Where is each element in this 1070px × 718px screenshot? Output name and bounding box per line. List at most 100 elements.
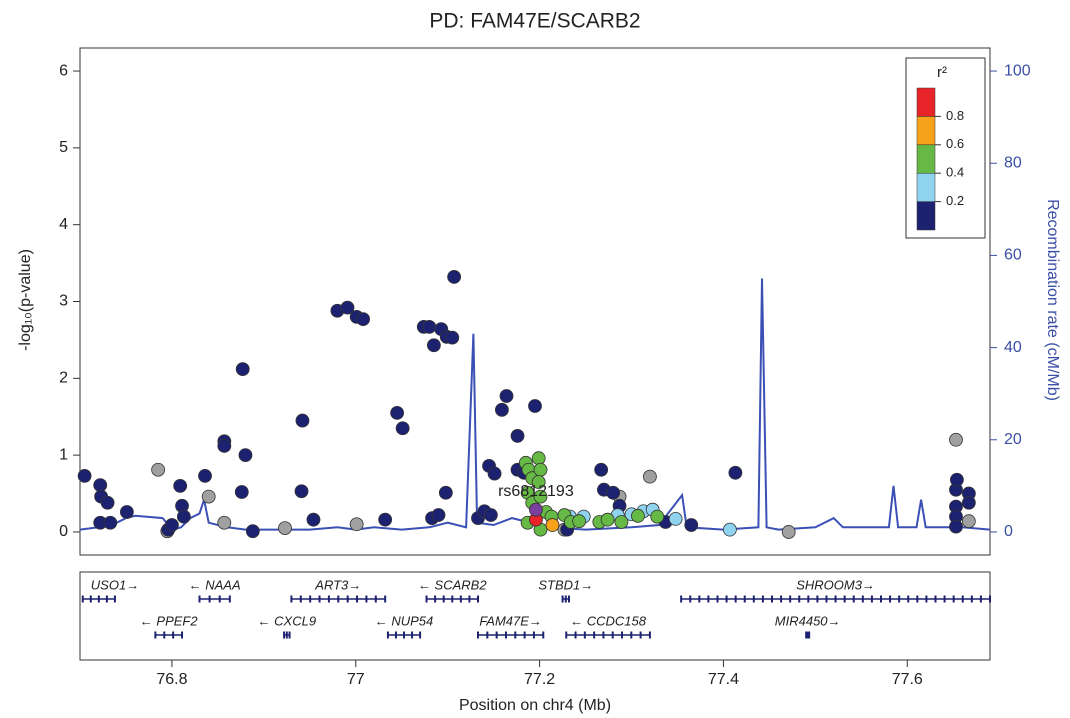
snp-point [349, 517, 364, 532]
snp-point [93, 478, 108, 492]
snp-point [533, 462, 548, 477]
snp-point [103, 515, 118, 530]
gene-label: ← PPEF2 [140, 613, 199, 628]
snp-point [77, 468, 92, 483]
recombination-line [79, 278, 991, 531]
gene-label: ← SCARB2 [418, 577, 487, 592]
gene-label: USO1→ [91, 577, 139, 592]
index-snp-label: rs6812193 [498, 483, 574, 500]
snp-point [278, 521, 292, 536]
legend-swatch [916, 116, 936, 146]
y-tick-label: 1 [59, 446, 68, 463]
y2-tick-label: 80 [1004, 154, 1022, 171]
snp-point [961, 495, 976, 510]
snp-point [201, 489, 216, 504]
snp-point [151, 462, 166, 477]
snp-point [961, 514, 976, 529]
gene-label: ← NUP54 [375, 613, 434, 628]
snp-point [631, 508, 645, 523]
snp-point [390, 405, 405, 420]
snp-point [173, 478, 188, 493]
snp-point [422, 319, 437, 334]
y-tick-label: 0 [59, 523, 68, 540]
snp-point [668, 511, 683, 526]
gene-label: SHROOM3→ [796, 577, 875, 592]
snp-point [294, 484, 309, 499]
legend-tick-label: 0.8 [946, 108, 964, 123]
y-tick-label: 4 [59, 216, 68, 233]
snp-point [198, 468, 212, 483]
snp-point [176, 509, 191, 524]
gene-label: ART3→ [314, 577, 361, 592]
snp-point [528, 399, 542, 413]
snp-point [529, 502, 543, 517]
legend-title: r² [937, 64, 947, 81]
legend-swatch [916, 87, 936, 117]
snp-point [572, 514, 587, 529]
snp-point [483, 508, 498, 522]
snp-point [950, 472, 964, 487]
y2-axis-label: Recombination rate (cM/Mb) [1044, 199, 1061, 401]
snp-point [445, 330, 460, 345]
gene-label: ← NAAA [189, 577, 241, 592]
snp-point [245, 524, 260, 539]
snp-point [650, 509, 665, 524]
gene-label: ← CXCL9 [258, 613, 317, 628]
legend-tick-label: 0.2 [946, 193, 964, 208]
snp-point [431, 508, 446, 522]
y-tick-label: 2 [59, 370, 68, 387]
snp-point [728, 465, 743, 480]
x-tick-label: 77.6 [892, 671, 923, 688]
snp-point [781, 525, 796, 539]
gene-label: ← CCDC158 [570, 613, 647, 628]
legend-tick-label: 0.6 [946, 136, 964, 151]
snp-point [235, 362, 250, 377]
x-tick-label: 76.8 [156, 671, 187, 688]
gene-label: STBD1→ [538, 577, 593, 592]
snp-point [238, 448, 253, 463]
snp-point [295, 413, 310, 428]
snp-point [600, 512, 615, 527]
snp-point [533, 489, 548, 504]
snp-point [100, 495, 115, 510]
snp-point [545, 518, 560, 532]
snp-point [234, 485, 249, 499]
snp-point [378, 512, 393, 527]
gene-label: FAM47E→ [479, 613, 542, 628]
legend-swatch [916, 144, 936, 174]
snp-point [594, 462, 609, 477]
snp-point [642, 469, 657, 484]
y2-tick-label: 100 [1004, 62, 1031, 79]
x-tick-label: 77.4 [708, 671, 739, 688]
snp-point [614, 515, 629, 529]
snp-point [356, 312, 371, 327]
y2-tick-label: 60 [1004, 247, 1022, 264]
snp-point [217, 439, 232, 453]
snp-point [426, 338, 441, 353]
snp-point [722, 522, 737, 537]
y-tick-label: 6 [59, 62, 68, 79]
y2-tick-label: 0 [1004, 523, 1013, 540]
snp-point [606, 485, 621, 500]
snp-point [495, 402, 509, 417]
legend-tick-label: 0.4 [946, 165, 964, 180]
snp-point [949, 519, 963, 534]
snp-point [306, 512, 321, 527]
snp-point [395, 421, 410, 436]
snp-point [510, 429, 525, 443]
y-axis-label: -log₁₀(p-value) [17, 249, 34, 351]
gene-frame [79, 571, 991, 661]
snp-point [531, 475, 546, 489]
snp-point [487, 466, 502, 481]
snp-point [217, 515, 232, 530]
snp-point [119, 505, 134, 519]
snp-point [340, 300, 355, 315]
y2-tick-label: 20 [1004, 431, 1022, 448]
chart-title: PD: FAM47E/SCARB2 [429, 10, 640, 33]
y-tick-label: 5 [59, 139, 68, 156]
snp-point [165, 518, 179, 532]
x-axis-label: Position on chr4 (Mb) [459, 697, 611, 714]
snp-point [499, 389, 514, 403]
x-tick-label: 77 [347, 671, 365, 688]
